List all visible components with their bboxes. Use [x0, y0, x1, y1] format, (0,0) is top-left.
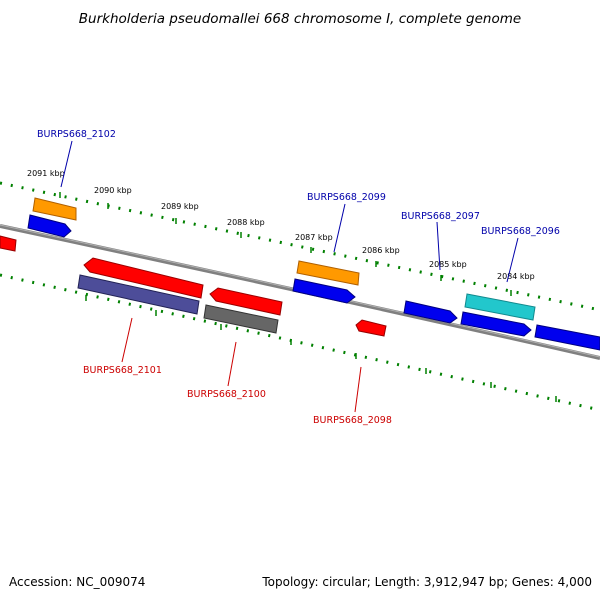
forward-gene-labels: BURPS668_2102 BURPS668_2099 BURPS668_209…: [37, 129, 560, 237]
gene-label[interactable]: BURPS668_2099: [307, 192, 386, 203]
scale-labels: 2091 kbp 2090 kbp 2089 kbp 2088 kbp 2087…: [27, 169, 535, 281]
scale-label: 2087 kbp: [295, 233, 333, 242]
scale-label: 2086 kbp: [362, 246, 400, 255]
map-title: Burkholderia pseudomallei 668 chromosome…: [79, 11, 521, 27]
gene-label[interactable]: BURPS668_2097: [401, 211, 480, 222]
gene-feature[interactable]: [296, 260, 360, 286]
scale-label: 2090 kbp: [94, 186, 132, 195]
gene-feature[interactable]: [209, 287, 283, 316]
major-ticks: [59, 192, 557, 402]
gene-feature[interactable]: [403, 300, 458, 324]
scale-label: 2089 kbp: [161, 202, 199, 211]
gene-feature[interactable]: [27, 214, 72, 238]
gene-label[interactable]: BURPS668_2100: [187, 389, 266, 400]
gene-label[interactable]: BURPS668_2098: [313, 415, 392, 426]
gene-feature[interactable]: [464, 293, 536, 321]
gene-feature[interactable]: [292, 278, 356, 304]
gene-feature[interactable]: [77, 274, 200, 315]
lower-tick-track: [0, 273, 600, 412]
gene-feature[interactable]: [355, 319, 387, 337]
gene-label[interactable]: BURPS668_2101: [83, 365, 162, 376]
label-leaders: [60, 140, 519, 413]
scale-label: 2084 kbp: [497, 272, 535, 281]
gene-feature[interactable]: [32, 197, 77, 221]
reverse-gene-labels: BURPS668_2101 BURPS668_2100 BURPS668_209…: [83, 365, 392, 426]
gene-feature[interactable]: [0, 235, 17, 252]
gene-label[interactable]: BURPS668_2102: [37, 129, 116, 140]
scale-label: 2091 kbp: [27, 169, 65, 178]
reverse-features: [0, 235, 387, 337]
accession-text: Accession: NC_009074: [9, 575, 145, 589]
scale-label: 2088 kbp: [227, 218, 265, 227]
gene-feature[interactable]: [534, 324, 600, 351]
forward-features: [27, 197, 600, 351]
genome-summary-text: Topology: circular; Length: 3,912,947 bp…: [261, 575, 592, 589]
gene-feature[interactable]: [203, 304, 279, 334]
gene-feature[interactable]: [83, 257, 204, 299]
gene-feature[interactable]: [460, 311, 532, 337]
scale-label: 2085 kbp: [429, 260, 467, 269]
gene-label[interactable]: BURPS668_2096: [481, 226, 560, 237]
